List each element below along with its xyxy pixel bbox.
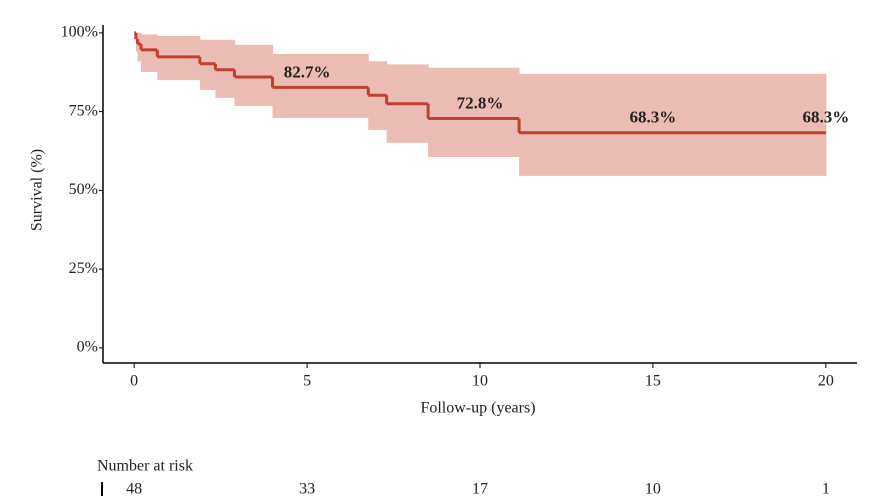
x-axis-label: Follow-up (years) <box>420 400 535 417</box>
survival-label: 72.8% <box>457 93 504 112</box>
survival-label: 68.3% <box>630 108 677 127</box>
survival-label: 68.3% <box>802 108 849 127</box>
x-tick-label: 5 <box>303 373 311 390</box>
y-axis-label: Survival (%) <box>29 149 46 231</box>
confidence-band <box>141 34 158 72</box>
y-tick-label: 25% <box>69 260 98 277</box>
risk-count: 10 <box>645 481 661 498</box>
risk-count: 33 <box>299 481 315 498</box>
confidence-band <box>234 44 273 106</box>
risk-count: 17 <box>472 481 488 498</box>
y-tick-label: 100% <box>61 24 98 41</box>
x-tick-label: 10 <box>472 373 488 390</box>
survival-label: 82.7% <box>284 62 331 81</box>
y-tick-label: 50% <box>69 181 98 198</box>
y-tick-label: 0% <box>77 339 98 356</box>
risk-table-title: Number at risk <box>97 458 193 475</box>
confidence-band <box>519 73 827 176</box>
y-tick-label: 75% <box>69 102 98 119</box>
confidence-band <box>428 67 520 157</box>
risk-count: 1 <box>822 481 830 498</box>
risk-count: 48 <box>126 481 142 498</box>
x-tick-label: 15 <box>645 373 661 390</box>
x-tick-label: 20 <box>818 373 834 390</box>
x-tick-label: 0 <box>130 373 138 390</box>
